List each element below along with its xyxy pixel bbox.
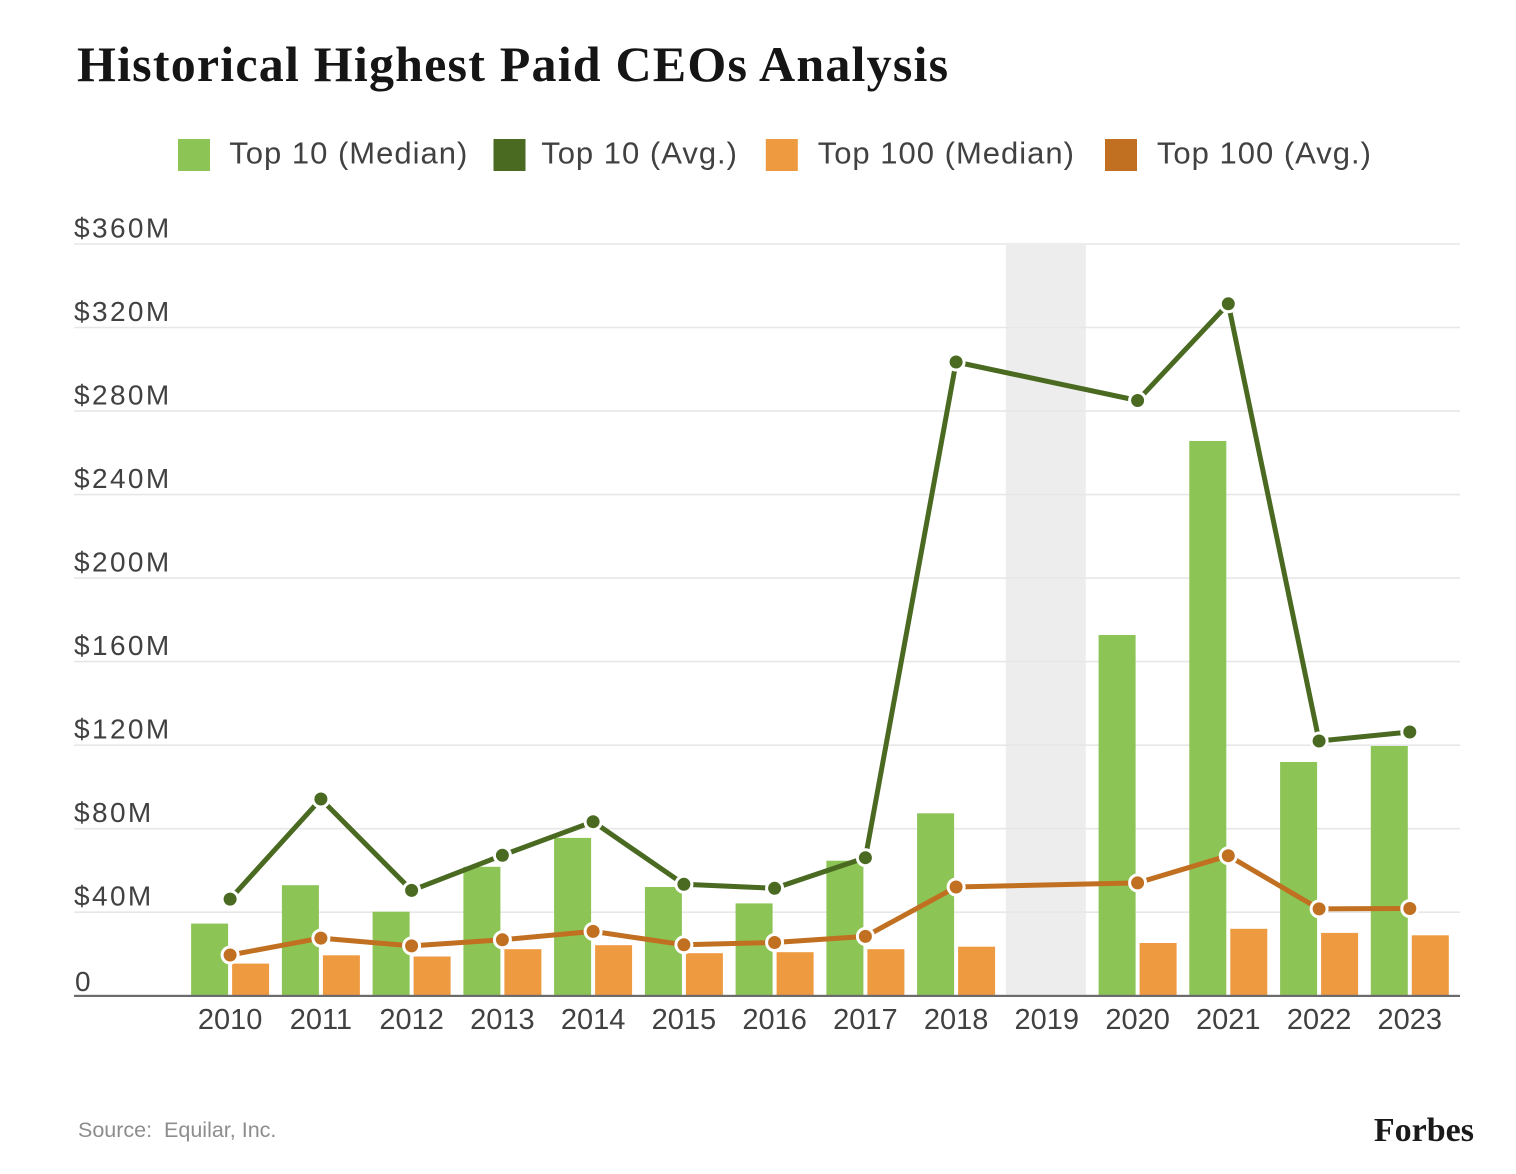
svg-text:$240M: $240M	[74, 463, 172, 494]
svg-text:2014: 2014	[561, 1004, 626, 1036]
svg-text:Top 10 (Avg.): Top 10 (Avg.)	[541, 136, 738, 171]
svg-text:Historical Highest Paid CEOs A: Historical Highest Paid CEOs Analysis	[77, 36, 949, 92]
svg-text:$40M: $40M	[74, 881, 154, 912]
svg-text:Top 100 (Median): Top 100 (Median)	[818, 136, 1075, 171]
svg-text:Forbes: Forbes	[1374, 1112, 1474, 1149]
svg-text:2010: 2010	[198, 1004, 263, 1036]
svg-text:Source: Equilar, Inc.: Source: Equilar, Inc.	[78, 1118, 276, 1142]
svg-text:$200M: $200M	[74, 547, 172, 578]
svg-text:2022: 2022	[1287, 1004, 1352, 1036]
svg-text:$120M: $120M	[74, 714, 172, 745]
svg-text:Top 10 (Median): Top 10 (Median)	[229, 136, 468, 171]
svg-text:2017: 2017	[833, 1004, 898, 1036]
svg-text:2018: 2018	[924, 1004, 989, 1036]
svg-text:Top 100 (Avg.): Top 100 (Avg.)	[1157, 136, 1372, 171]
svg-text:$360M: $360M	[74, 213, 172, 244]
svg-text:$280M: $280M	[74, 380, 172, 411]
svg-text:2013: 2013	[470, 1004, 535, 1036]
svg-text:$320M: $320M	[74, 296, 172, 327]
svg-text:$160M: $160M	[74, 630, 172, 661]
svg-text:2011: 2011	[290, 1004, 352, 1036]
svg-text:2021: 2021	[1196, 1004, 1261, 1036]
svg-text:2023: 2023	[1378, 1004, 1443, 1036]
svg-text:0: 0	[75, 966, 91, 997]
svg-text:2012: 2012	[379, 1004, 444, 1036]
svg-text:2016: 2016	[742, 1004, 807, 1036]
svg-text:$80M: $80M	[74, 797, 154, 828]
svg-text:2020: 2020	[1105, 1004, 1170, 1036]
svg-text:2019: 2019	[1015, 1004, 1080, 1036]
svg-text:2015: 2015	[652, 1004, 717, 1036]
